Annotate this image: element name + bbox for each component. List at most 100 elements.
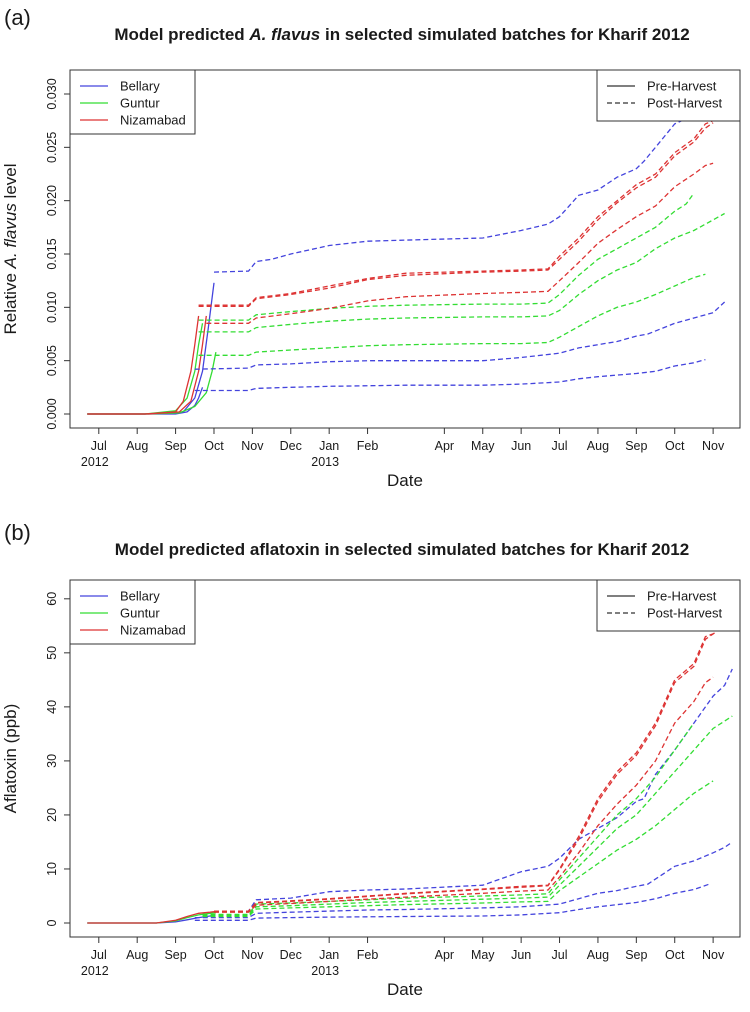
panel-a-xtick-label-8: Apr [435,439,454,453]
panel-b-ytick-label-1: 10 [45,862,59,876]
panel-a-ylabel: Relative A. flavus level [1,163,20,334]
panel-b-xtick-label-6: Jan [319,948,339,962]
panel-a-series-nizamabad-pre-harvest-4 [87,315,200,415]
panel-a-xtick-label-5: Dec [280,439,302,453]
panel-a-title-part-1: A. flavus [248,25,320,44]
panel-b-xtick-label-2: Sep [164,948,186,962]
panel-a-xtick-label-6: Jan [319,439,339,453]
panel-a-series-guntur-pre-harvest-2 [87,323,204,415]
panel-a-series-nizamabad-post-harvest-12 [198,93,718,306]
panel-b-label: (b) [4,520,31,545]
panel-b-series-bellary-post-harvest-5 [194,883,710,921]
panel-b-title: Model predicted aflatoxin in selected si… [115,540,689,559]
panel-a-series-bellary-post-harvest-8 [194,358,706,392]
panel-b-series-nizamabad-pre-harvest-2 [87,911,215,924]
panel-b-series-group [87,630,733,924]
panel-a-series-nizamabad-pre-harvest-5 [87,315,207,415]
panel-a-legend-regions-box [69,69,196,135]
panel-b-plot-frame [69,579,741,938]
panel-a-ylabel-part-2: level [1,163,20,203]
panel-a-title-part-0: Model predicted [114,25,249,44]
panel-b-series-guntur-post-harvest-6 [202,722,695,916]
panel-b-xlabel: Date [387,980,423,999]
panel-a-ytick-label-4: 0.020 [45,185,59,216]
panel-b-title-part-0: Model predicted aflatoxin in selected si… [115,540,689,559]
panel-a-ytick-label-5: 0.025 [45,132,59,163]
panel-b-ytick-label-2: 20 [45,808,59,822]
panel-b-legend-stage-box [596,579,741,632]
panel-b-xtick-label-3: Oct [204,948,224,962]
panel-a-series-guntur-post-harvest-9 [198,192,695,321]
panel-a-xtick-label-4: Nov [241,439,264,453]
panel-b-xtick-label-14: Oct [665,948,685,962]
panel-b-xtick-label-12: Aug [587,948,609,962]
panel-a-legend-label-post-harvest: Post-Harvest [647,96,723,111]
panel-a-series-bellary-pre-harvest-1 [87,282,215,415]
panel-b-legend-label-post-harvest: Post-Harvest [647,606,723,621]
panel-a-ylabel-part-0: Relative [1,268,20,334]
panel-a-xlabel: Date [387,471,423,490]
panel-b-xtick-year-0: 2012 [81,964,109,978]
panel-b-ylabel: Aflatoxin (ppb) [1,704,20,814]
panel-a-xtick-label-14: Oct [665,439,685,453]
panel-a-xtick-label-15: Nov [702,439,725,453]
panel-b-xtick-year-6: 2013 [311,964,339,978]
panel-b-xtick-label-4: Nov [241,948,264,962]
panel-a-ytick-label-1: 0.005 [45,345,59,376]
panel-a-legend-label-nizamabad: Nizamabad [120,113,186,128]
panel-a-legend-label-bellary: Bellary [120,79,160,94]
panel-b-legend-regions-box [69,579,196,645]
panel-a-title-part-2: in selected simulated batches for Kharif… [320,25,689,44]
panel-a-series-bellary-post-harvest-7 [194,301,726,370]
panel-a-xtick-label-10: Jun [511,439,531,453]
panel-b-ytick-label-4: 40 [45,700,59,714]
panel-a-series-nizamabad-post-harvest-13 [198,122,714,307]
panel-a-series-group [87,93,726,415]
panel-b-series-guntur-post-harvest-8 [202,780,714,918]
panel-b-xtick-label-13: Sep [625,948,647,962]
panel-a-series-nizamabad-post-harvest-14 [206,162,714,324]
panel-b-xtick-label-7: Feb [357,948,379,962]
panel-a-series-bellary-post-harvest-6 [213,98,714,273]
panel-a-ylabel-part-1: A. flavus [1,203,20,270]
panel-a-legend-label-guntur: Guntur [120,96,160,111]
panel-b-ytick-label-0: 0 [45,919,59,926]
panel-a-legend-regions: Bellary Guntur Nizamabad [69,69,196,135]
panel-a-xtick-label-7: Feb [357,439,379,453]
panel-a-ytick-label-6: 0.030 [45,78,59,109]
panel-b-xtick-label-8: Apr [435,948,454,962]
panel-b: (b) Model predicted aflatoxin in selected… [1,520,741,999]
panel-a-xtick-label-2: Sep [164,439,186,453]
panel-a-xtick-label-1: Aug [126,439,148,453]
panel-b-legend-label-nizamabad: Nizamabad [120,623,186,638]
panel-b-series-nizamabad-post-harvest-11 [214,676,714,913]
panel-a-xtick-label-11: Jul [552,439,568,453]
panel-b-xtick-label-0: Jul [91,948,107,962]
panel-b-series-bellary-post-harvest-3 [214,668,733,912]
panel-b-legend-label-bellary: Bellary [120,589,160,604]
panel-b-xtick-label-10: Jun [511,948,531,962]
panel-a-series-guntur-post-harvest-10 [198,212,725,333]
panel-b-legend-label-pre-harvest: Pre-Harvest [647,589,717,604]
panel-a-xtick-label-0: Jul [91,439,107,453]
panel-a-xtick-label-12: Aug [587,439,609,453]
panel-a-series-guntur-post-harvest-11 [198,273,706,356]
panel-b-ylabel-part-0: Aflatoxin (ppb) [1,704,20,814]
panel-b-xtick-label-9: May [471,948,495,962]
panel-a-title: Model predicted A. flavus in selected si… [114,25,689,44]
panel-a-xtick-label-9: May [471,439,495,453]
panel-a-ytick-label-0: 0.000 [45,398,59,429]
panel-a-xtick-year-6: 2013 [311,455,339,469]
panel-b-xtick-label-11: Jul [552,948,568,962]
panel-a-label: (a) [4,5,31,30]
panel-a-legend-stage: Pre-Harvest Post-Harvest [596,69,741,122]
panel-a-legend-stage-box [596,69,741,122]
panel-b-legend-label-guntur: Guntur [120,606,160,621]
panel-a-plot-frame [69,69,741,429]
panel-a-ytick-label-2: 0.010 [45,292,59,323]
panel-a-ytick-label-3: 0.015 [45,238,59,269]
panel-b-series-bellary-pre-harvest-0 [87,914,215,924]
panel-b-xtick-label-1: Aug [126,948,148,962]
panel-b-ytick-label-3: 30 [45,754,59,768]
